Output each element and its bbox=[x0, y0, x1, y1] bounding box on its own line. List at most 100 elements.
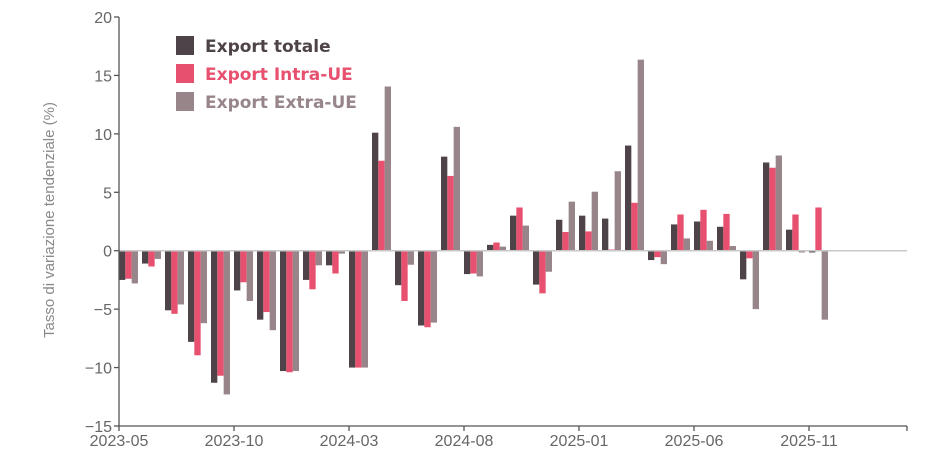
legend-swatch-export-extra-ue bbox=[176, 92, 194, 111]
bar-export-extra-ue-2025-06 bbox=[706, 240, 713, 251]
bar-export-intra-ue-2025-01 bbox=[585, 231, 592, 251]
bar-export-totale-2023-11 bbox=[257, 250, 264, 320]
legend-swatch-export-totale bbox=[176, 36, 194, 55]
x-tick-label: 2024-03 bbox=[320, 433, 379, 450]
bar-export-extra-ue-2023-09 bbox=[223, 250, 230, 395]
bar-export-intra-ue-2024-10 bbox=[516, 207, 523, 251]
bar-export-totale-2025-11 bbox=[809, 250, 816, 253]
y-tick-label: 20 bbox=[94, 10, 112, 27]
bar-export-intra-ue-2023-09 bbox=[217, 250, 224, 376]
bar-export-totale-2025-08 bbox=[740, 250, 747, 280]
bar-export-extra-ue-2024-04 bbox=[384, 86, 391, 251]
bar-export-extra-ue-2024-12 bbox=[568, 201, 575, 251]
x-tick-label: 2025-11 bbox=[780, 433, 838, 450]
bar-export-totale-2024-02 bbox=[326, 250, 333, 266]
y-tick-label: 0 bbox=[103, 244, 112, 261]
bars-group bbox=[119, 59, 828, 395]
x-tick-label: 2025-06 bbox=[665, 433, 724, 450]
bar-export-totale-2024-11 bbox=[533, 250, 540, 285]
bar-export-totale-2024-01 bbox=[303, 250, 310, 280]
bar-export-extra-ue-2023-12 bbox=[292, 250, 299, 372]
bar-export-totale-2024-05 bbox=[395, 250, 402, 286]
bar-export-extra-ue-2025-02 bbox=[614, 171, 621, 251]
bar-export-extra-ue-2025-05 bbox=[683, 238, 690, 251]
y-tick-label: −15 bbox=[85, 419, 112, 436]
bar-export-extra-ue-2023-10 bbox=[246, 250, 253, 301]
y-tick-label: −10 bbox=[85, 361, 112, 378]
bar-export-intra-ue-2024-07 bbox=[447, 175, 454, 251]
legend-swatch-export-intra-ue bbox=[176, 64, 194, 83]
y-tick-label: 10 bbox=[94, 127, 112, 144]
legend: Export totale Export Intra-UE Export Ext… bbox=[176, 36, 357, 113]
bar-export-totale-2025-04 bbox=[648, 250, 655, 261]
bar-export-intra-ue-2023-10 bbox=[240, 250, 247, 283]
y-axis: 20 15 10 5 0 −5 −10 −15 bbox=[85, 10, 120, 436]
bar-export-intra-ue-2023-08 bbox=[194, 250, 201, 356]
bar-export-extra-ue-2025-01 bbox=[591, 191, 598, 251]
bar-export-intra-ue-2024-05 bbox=[401, 250, 408, 301]
bar-export-intra-ue-2025-04 bbox=[654, 250, 661, 258]
bar-export-intra-ue-2024-09 bbox=[493, 242, 500, 251]
bar-export-extra-ue-2025-03 bbox=[637, 59, 644, 251]
y-tick-label: 15 bbox=[94, 68, 112, 85]
bar-export-totale-2025-01 bbox=[579, 215, 586, 251]
bar-export-intra-ue-2023-06 bbox=[148, 250, 155, 267]
bar-export-totale-2024-09 bbox=[487, 244, 494, 251]
bar-export-extra-ue-2025-07 bbox=[729, 246, 736, 251]
bar-export-extra-ue-2024-07 bbox=[453, 126, 460, 251]
bar-export-totale-2024-08 bbox=[464, 250, 471, 275]
bar-export-extra-ue-2024-03 bbox=[361, 250, 368, 368]
bar-export-totale-2024-06 bbox=[418, 250, 425, 326]
y-tick-label: −5 bbox=[94, 302, 112, 319]
bar-export-extra-ue-2024-08 bbox=[476, 250, 483, 277]
bar-export-extra-ue-2023-05 bbox=[131, 250, 138, 284]
bar-export-extra-ue-2024-09 bbox=[499, 246, 506, 251]
x-axis: 2023-05 2023-10 2024-03 2024-08 2025-01 2025-… bbox=[90, 425, 908, 450]
bar-export-intra-ue-2025-11 bbox=[815, 207, 822, 251]
bar-export-extra-ue-2024-01 bbox=[315, 250, 322, 266]
bar-export-intra-ue-2023-12 bbox=[286, 250, 293, 373]
bar-export-totale-2023-09 bbox=[211, 250, 218, 383]
bar-export-intra-ue-2024-02 bbox=[332, 250, 339, 274]
bar-export-intra-ue-2025-09 bbox=[769, 167, 776, 251]
bar-export-intra-ue-2024-11 bbox=[539, 250, 546, 294]
bar-export-extra-ue-2023-08 bbox=[200, 250, 207, 324]
bar-export-intra-ue-2025-03 bbox=[631, 202, 638, 251]
bar-export-extra-ue-2025-10 bbox=[798, 250, 805, 253]
legend-label-export-extra-ue: Export Extra-UE bbox=[205, 93, 357, 113]
bar-export-intra-ue-2024-01 bbox=[309, 250, 316, 290]
y-tick-label: 5 bbox=[103, 185, 112, 202]
x-tick-label: 2024-08 bbox=[435, 433, 494, 450]
bar-export-totale-2024-04 bbox=[372, 132, 379, 251]
bar-export-totale-2023-06 bbox=[142, 250, 149, 264]
bar-export-totale-2023-07 bbox=[165, 250, 172, 311]
bar-export-intra-ue-2024-04 bbox=[378, 160, 385, 251]
legend-label-export-totale: Export totale bbox=[205, 37, 331, 57]
legend-label-export-intra-ue: Export Intra-UE bbox=[205, 65, 353, 85]
bar-export-extra-ue-2025-08 bbox=[752, 250, 759, 310]
bar-export-extra-ue-2025-04 bbox=[660, 250, 667, 265]
bar-export-totale-2024-07 bbox=[441, 156, 448, 251]
bar-export-extra-ue-2024-11 bbox=[545, 250, 552, 272]
bar-export-intra-ue-2023-07 bbox=[171, 250, 178, 314]
bar-export-extra-ue-2024-02 bbox=[338, 250, 345, 254]
bar-export-extra-ue-2024-06 bbox=[430, 250, 437, 323]
bar-export-totale-2024-12 bbox=[556, 219, 563, 251]
bar-export-totale-2025-09 bbox=[763, 162, 770, 251]
bar-export-intra-ue-2024-06 bbox=[424, 250, 431, 328]
x-tick-label: 2023-10 bbox=[205, 433, 264, 450]
bar-export-totale-2025-10 bbox=[786, 229, 793, 251]
bar-export-totale-2023-05 bbox=[119, 250, 126, 280]
bar-export-extra-ue-2025-09 bbox=[775, 155, 782, 251]
bar-export-intra-ue-2024-08 bbox=[470, 250, 477, 274]
bar-export-extra-ue-2025-11 bbox=[821, 250, 828, 320]
bar-export-intra-ue-2025-05 bbox=[677, 214, 684, 251]
bar-export-extra-ue-2023-07 bbox=[177, 250, 184, 305]
bar-export-totale-2025-06 bbox=[694, 221, 701, 251]
bar-export-totale-2024-10 bbox=[510, 215, 517, 251]
bar-export-extra-ue-2023-06 bbox=[154, 250, 161, 259]
bar-export-intra-ue-2024-12 bbox=[562, 232, 569, 251]
bar-export-totale-2025-05 bbox=[671, 224, 678, 251]
bar-export-totale-2023-12 bbox=[280, 250, 287, 372]
